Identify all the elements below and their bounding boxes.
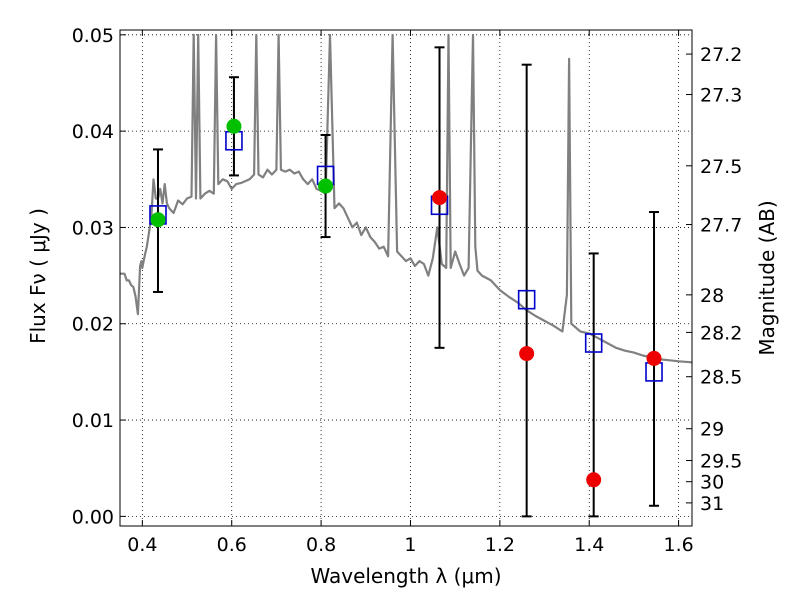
sed-line [120, 33, 692, 364]
magnitude-tick-label: 30 [700, 472, 724, 494]
y-tick-label: 0.05 [72, 25, 114, 47]
y-tick-label: 0.01 [72, 410, 114, 432]
photometry-point [646, 350, 662, 366]
model-sed-series [120, 33, 692, 364]
photometry-point [519, 346, 535, 362]
x-axis-label: Wavelength λ (μm) [310, 564, 501, 588]
photometry-point [150, 212, 166, 228]
magnitude-tick-label: 29 [700, 419, 724, 441]
photometry-point [226, 118, 242, 134]
magnitude-tick-label: 28.2 [700, 322, 742, 344]
x-axis-ticks: 0.4 0.6 0.8 1 1.2 1.4 1.6 [127, 30, 694, 556]
magnitude-tick-label: 28 [700, 285, 724, 307]
photometry-point [586, 472, 602, 488]
x-tick-label: 1.4 [574, 534, 604, 556]
x-tick-label: 1 [404, 534, 416, 556]
model-photometry-square [584, 333, 603, 353]
magnitude-tick-label: 27.3 [700, 85, 742, 107]
magnitude-tick-label: 27.2 [700, 44, 742, 66]
x-tick-label: 1.6 [663, 534, 693, 556]
model-photometry-square [517, 289, 536, 310]
x-tick-label: 0.8 [306, 534, 336, 556]
y-tick-label: 0.03 [72, 217, 114, 239]
y-axis-ticks: 0.00 0.01 0.02 0.03 0.04 0.05 [72, 25, 126, 528]
magnitude-tick-label: 27.7 [700, 215, 742, 237]
y-axis-label: Flux Fν ( μJy ) [26, 208, 50, 344]
magnitude-tick-label: 28.5 [700, 367, 742, 389]
x-tick-label: 1.2 [485, 534, 515, 556]
plot-frame [119, 29, 693, 527]
right-axis-label: Magnitude (AB) [755, 200, 779, 355]
y-tick-label: 0.00 [72, 506, 114, 528]
magnitude-tick-label: 27.5 [700, 156, 742, 178]
observed-photometry-series [150, 118, 662, 488]
magnitude-tick-label: 31 [700, 493, 724, 515]
x-tick-label: 0.4 [127, 534, 157, 556]
y-tick-label: 0.02 [72, 314, 114, 336]
magnitude-tick-label: 29.5 [700, 451, 742, 473]
y-tick-label: 0.04 [72, 121, 114, 143]
photometry-point [318, 178, 334, 194]
photometry-point [432, 190, 448, 206]
x-tick-label: 0.6 [217, 534, 247, 556]
